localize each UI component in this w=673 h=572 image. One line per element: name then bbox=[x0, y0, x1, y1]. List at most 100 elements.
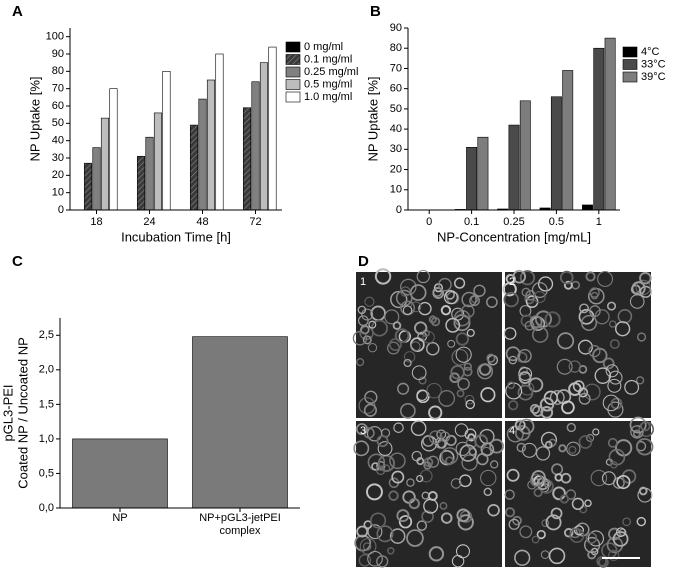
cell bbox=[438, 277, 452, 292]
cell bbox=[364, 390, 378, 404]
y-tick-label: 0 bbox=[396, 204, 402, 216]
cell bbox=[403, 358, 412, 368]
cell bbox=[438, 389, 456, 407]
cell bbox=[521, 442, 537, 458]
cell bbox=[451, 348, 469, 366]
y-tick-label: 70 bbox=[390, 62, 402, 74]
cell bbox=[454, 277, 466, 289]
y-tick-label: 90 bbox=[390, 22, 402, 34]
bar bbox=[92, 147, 101, 211]
cell bbox=[561, 400, 575, 415]
y-tick-label: 60 bbox=[52, 100, 64, 112]
cell bbox=[403, 351, 416, 363]
cell bbox=[508, 518, 520, 530]
cell bbox=[445, 317, 461, 333]
cell bbox=[366, 483, 383, 501]
legend-swatch bbox=[285, 91, 301, 103]
cell bbox=[639, 271, 652, 285]
cell bbox=[486, 353, 496, 363]
cell bbox=[573, 525, 584, 536]
bar bbox=[268, 46, 277, 211]
cell bbox=[376, 525, 394, 543]
legend-label: 0.25 mg/ml bbox=[304, 66, 358, 78]
cell bbox=[519, 525, 533, 539]
cell bbox=[361, 308, 374, 321]
cell bbox=[544, 311, 561, 328]
cell bbox=[624, 379, 640, 395]
cell bbox=[545, 514, 562, 531]
bar bbox=[72, 438, 168, 509]
cell bbox=[608, 549, 620, 561]
cell bbox=[583, 383, 601, 401]
y-tick-label: 20 bbox=[390, 163, 402, 175]
cell bbox=[503, 291, 519, 308]
cell bbox=[614, 321, 631, 337]
x-tick-label: 18 bbox=[90, 216, 102, 228]
cell bbox=[358, 554, 372, 567]
cell bbox=[518, 418, 535, 435]
y-tick-label: 40 bbox=[390, 123, 402, 135]
bar bbox=[259, 62, 269, 211]
cell bbox=[418, 301, 432, 316]
legend-swatch bbox=[285, 66, 301, 78]
y-axis-title: NP Uptake [%] bbox=[27, 76, 42, 161]
cell bbox=[585, 271, 596, 282]
cell bbox=[635, 438, 654, 456]
cell bbox=[639, 285, 652, 298]
bar bbox=[198, 98, 207, 211]
cell bbox=[377, 441, 393, 456]
legend-label: 0.5 mg/ml bbox=[304, 78, 352, 90]
cell bbox=[579, 303, 589, 314]
cell bbox=[518, 371, 532, 385]
cell bbox=[544, 440, 553, 449]
cell bbox=[640, 421, 651, 432]
image-label: 3 bbox=[360, 425, 366, 437]
cell bbox=[566, 441, 581, 456]
cell bbox=[363, 403, 378, 417]
cell bbox=[531, 326, 549, 343]
cell bbox=[602, 394, 620, 412]
legend-label: 39°C bbox=[641, 71, 666, 83]
cell bbox=[480, 442, 495, 457]
cell bbox=[368, 320, 377, 329]
y-tick-label: 80 bbox=[52, 65, 64, 77]
legend-label: 4°C bbox=[641, 46, 660, 58]
bar bbox=[136, 155, 146, 211]
cell bbox=[426, 342, 440, 356]
cell bbox=[549, 390, 565, 405]
cell bbox=[608, 370, 623, 385]
cell bbox=[428, 405, 443, 420]
cell bbox=[392, 321, 402, 330]
cell bbox=[554, 473, 563, 482]
x-tick-label: 72 bbox=[249, 216, 261, 228]
y-tick-label: 10 bbox=[52, 187, 64, 199]
image-label: 4 bbox=[509, 425, 515, 437]
bar bbox=[192, 336, 288, 509]
cell bbox=[370, 512, 387, 529]
cell bbox=[390, 290, 408, 309]
y-tick-label: 0,5 bbox=[39, 467, 54, 479]
cell bbox=[463, 362, 472, 371]
cell bbox=[635, 376, 645, 385]
cell bbox=[548, 547, 566, 565]
cell bbox=[432, 287, 445, 299]
cell bbox=[512, 515, 522, 526]
cell bbox=[556, 358, 573, 375]
cell bbox=[514, 549, 531, 566]
cell bbox=[450, 478, 462, 489]
cell bbox=[357, 305, 367, 315]
cell bbox=[451, 554, 465, 568]
cell bbox=[503, 327, 517, 340]
cell bbox=[616, 474, 631, 490]
y-axis-title: Coated NP / Uncoated NP bbox=[15, 337, 30, 489]
cell bbox=[416, 474, 424, 483]
cell bbox=[601, 471, 616, 486]
cell bbox=[421, 510, 434, 523]
cell bbox=[473, 284, 486, 297]
cell bbox=[422, 330, 435, 344]
y-tick-label: 100 bbox=[46, 31, 64, 43]
cell bbox=[456, 389, 465, 398]
cell bbox=[629, 416, 647, 434]
cell bbox=[504, 507, 516, 518]
y-tick-label: 2,5 bbox=[39, 329, 54, 341]
